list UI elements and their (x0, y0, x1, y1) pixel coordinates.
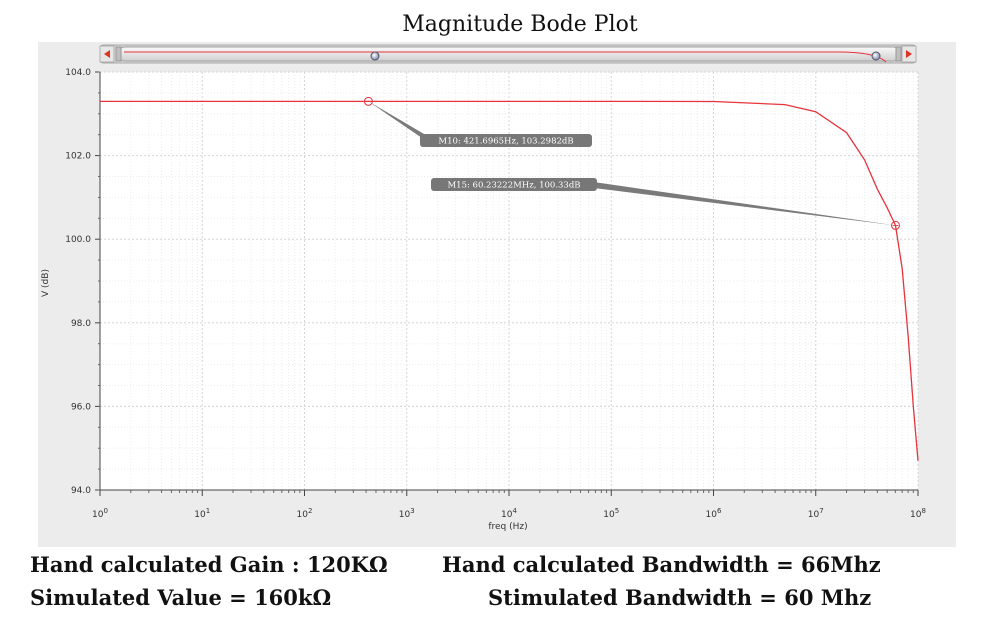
scroll-handle-knob-left[interactable] (370, 51, 380, 61)
marker-label-box (431, 178, 597, 191)
y-tick-label: 98.0 (71, 319, 91, 329)
x-tick-label: 100 (92, 507, 108, 520)
series-layer (100, 100, 919, 461)
arrow-right-icon (906, 50, 912, 58)
y-tick-label: 104.0 (65, 68, 91, 78)
scroll-handle-knob-right[interactable] (871, 51, 881, 61)
chart-title: Magnitude Bode Plot (402, 12, 638, 37)
scroll-thumb-right-grip[interactable] (895, 46, 902, 62)
markers-layer: M10: 421.6965Hz, 103.2982dB M15: 60.23222… (363, 96, 900, 230)
hand-gain-note: Hand calculated Gain : 120KΩ (30, 552, 388, 577)
bode-plot: 104.0 102.0 100.0 98.0 96.0 94.0 100 101 102 103 1… (41, 44, 926, 532)
marker-point (890, 220, 900, 230)
x-tick-label: 104 (501, 507, 517, 520)
marker-label-box (420, 134, 592, 147)
marker-callout-pointer (368, 101, 430, 144)
scroll-thumb-left-grip[interactable] (115, 46, 122, 62)
simulated-value-note: Simulated Value = 160kΩ (30, 585, 332, 610)
marker-label: M10: 421.6965Hz, 103.2982dB (438, 137, 573, 147)
axis-ticks: 104.0 102.0 100.0 98.0 96.0 94.0 100 101 102 103 1… (65, 68, 926, 520)
arrow-left-icon (104, 50, 110, 58)
x-tick-label: 102 (297, 507, 313, 520)
y-tick-label: 94.0 (71, 486, 91, 496)
marker-label: M15: 60.23222MHz, 100.33dB (447, 181, 580, 191)
x-tick-label: 103 (399, 507, 415, 520)
marker-point (363, 96, 373, 106)
x-tick-label: 106 (706, 507, 722, 520)
zoom-scrollbar[interactable] (99, 44, 917, 64)
hand-bandwidth-note: Hand calculated Bandwidth = 66Mhz (442, 552, 881, 577)
x-tick-label: 107 (808, 507, 824, 520)
x-tick-label: 108 (910, 507, 926, 520)
x-axis-label: freq (Hz) (488, 522, 527, 532)
plot-panel: 104.0 102.0 100.0 98.0 96.0 94.0 100 101 102 103 1… (38, 42, 956, 547)
y-axis-label: V (dB) (41, 269, 51, 297)
y-tick-label: 102.0 (65, 152, 91, 162)
x-tick-label: 105 (603, 507, 619, 520)
stimulated-bandwidth-note: Stimulated Bandwidth = 60 Mhz (488, 585, 872, 610)
marker-callout-pointer (590, 181, 896, 226)
y-tick-label: 100.0 (65, 235, 91, 245)
series-line (100, 100, 919, 461)
x-tick-label: 101 (194, 507, 210, 520)
y-tick-label: 96.0 (71, 402, 91, 412)
scroll-thumb[interactable] (117, 46, 901, 62)
